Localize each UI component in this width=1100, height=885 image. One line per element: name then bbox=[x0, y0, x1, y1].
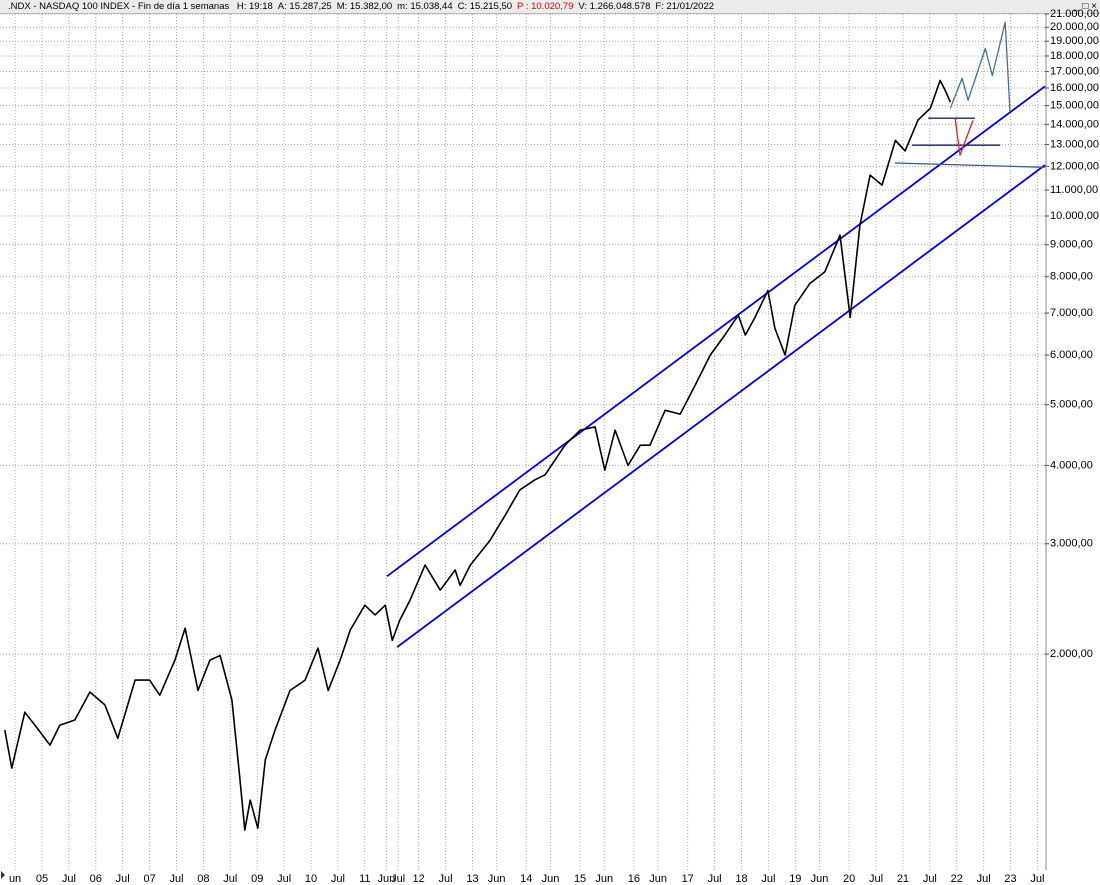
x-tick-label: 08 bbox=[197, 873, 209, 885]
x-tick-label: Jun bbox=[649, 873, 667, 885]
x-tick-label: 11 bbox=[359, 873, 370, 885]
x-tick-label: 05 bbox=[36, 873, 48, 885]
header-field: V: 1.266.048.578 bbox=[578, 1, 651, 12]
annotation-line bbox=[954, 118, 974, 156]
x-tick-label: Jul bbox=[869, 873, 883, 885]
x-tick-label: Jul bbox=[761, 873, 775, 885]
y-tick-label: 18.000,00 bbox=[1050, 50, 1099, 62]
x-tick-label: Jul bbox=[439, 873, 453, 885]
y-tick-label: 8.000,00 bbox=[1050, 271, 1093, 283]
x-tick-label: 20 bbox=[843, 873, 855, 885]
x-tick-label: Jul bbox=[923, 873, 937, 885]
y-tick-label: 9.000,00 bbox=[1050, 239, 1093, 251]
x-tick-label: un bbox=[9, 873, 21, 885]
x-tick-label: Jul bbox=[1030, 873, 1044, 885]
y-tick-label: 6.000,00 bbox=[1050, 349, 1093, 361]
y-tick-label: 19.000,00 bbox=[1050, 35, 1099, 47]
x-tick-label: 22 bbox=[951, 873, 963, 885]
annotation-line bbox=[949, 21, 1011, 113]
x-tick-label: Jun bbox=[488, 873, 506, 885]
annotation-line bbox=[894, 162, 1046, 168]
header-field: H: 19:18 bbox=[236, 1, 273, 12]
x-tick-label: Jun bbox=[377, 873, 395, 885]
x-tick-label: Jul bbox=[62, 873, 76, 885]
header-field: A: 15.287,25 bbox=[277, 1, 332, 12]
header-field: M: 15.382,00 bbox=[336, 1, 393, 12]
x-tick-label: Jul bbox=[277, 873, 291, 885]
x-tick-label: Jul bbox=[977, 873, 991, 885]
x-tick-label: Jul bbox=[708, 873, 722, 885]
plot-area bbox=[0, 14, 1046, 870]
x-tick-label: Jul bbox=[116, 873, 130, 885]
x-tick-label: 15 bbox=[574, 873, 586, 885]
x-tick-label: Jun bbox=[542, 873, 560, 885]
x-tick-label: 10 bbox=[305, 873, 317, 885]
y-tick-label: 20.000,00 bbox=[1050, 21, 1099, 33]
y-tick-label: 2.000,00 bbox=[1050, 648, 1093, 660]
x-tick-label: 06 bbox=[90, 873, 102, 885]
y-tick-label: 12.000,00 bbox=[1050, 160, 1099, 172]
header-field: C: 15.215,50 bbox=[457, 1, 513, 12]
x-tick-label: Jun bbox=[595, 873, 613, 885]
scroll-marker bbox=[1, 871, 5, 879]
x-tick-label: 07 bbox=[143, 873, 155, 885]
x-tick-label: 12 bbox=[413, 873, 425, 885]
x-tick-label: 18 bbox=[735, 873, 747, 885]
x-tick-label: Jul bbox=[223, 873, 237, 885]
x-tick-label: 23 bbox=[1004, 873, 1016, 885]
header-field: F: 21/01/2022 bbox=[655, 1, 715, 12]
y-tick-label: 10.000,00 bbox=[1050, 210, 1099, 222]
chart-title: .NDX - NASDAQ 100 INDEX - Fin de día 1 s… bbox=[8, 1, 230, 12]
x-tick-label: Jul bbox=[331, 873, 345, 885]
header-field: P : 10.020,79 bbox=[517, 1, 574, 12]
x-tick-label: 16 bbox=[628, 873, 640, 885]
y-tick-label: 7.000,00 bbox=[1050, 307, 1093, 319]
y-tick-label: 21.000,00 bbox=[1050, 8, 1099, 20]
price-line bbox=[4, 79, 952, 831]
x-tick-label: 14 bbox=[520, 873, 532, 885]
y-tick-label: 13.000,00 bbox=[1050, 138, 1099, 150]
x-tick-label: 09 bbox=[251, 873, 263, 885]
annotation-line bbox=[396, 164, 1046, 648]
x-tick-label: Jun bbox=[811, 873, 829, 885]
header-field: m: 15.038,44 bbox=[397, 1, 453, 12]
x-tick-label: 21 bbox=[897, 873, 909, 885]
y-tick-label: 16.000,00 bbox=[1050, 82, 1099, 94]
grid bbox=[0, 13, 1045, 870]
x-tick-label: 17 bbox=[682, 873, 694, 885]
window-controls[interactable]: _ □ × bbox=[1074, 1, 1097, 12]
y-tick-label: 14.000,00 bbox=[1050, 118, 1099, 130]
y-tick-label: 15.000,00 bbox=[1050, 100, 1099, 112]
y-tick-label: 3.000,00 bbox=[1050, 538, 1093, 550]
y-tick-label: 5.000,00 bbox=[1050, 399, 1093, 411]
x-tick-label: Jul bbox=[391, 873, 405, 885]
x-tick-label: Jul bbox=[169, 873, 183, 885]
x-tick-label: 13 bbox=[466, 873, 478, 885]
x-tick-label: 19 bbox=[789, 873, 801, 885]
y-tick-label: 4.000,00 bbox=[1050, 459, 1093, 471]
annotation-line bbox=[386, 85, 1046, 578]
y-tick-label: 17.000,00 bbox=[1050, 65, 1099, 77]
y-tick-label: 11.000,00 bbox=[1050, 184, 1098, 196]
